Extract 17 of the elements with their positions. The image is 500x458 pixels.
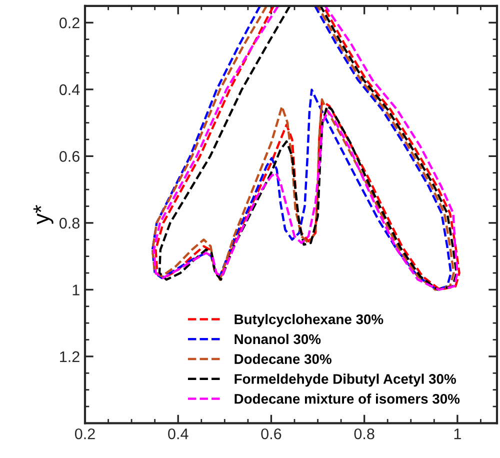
y-tick-label: 1.2 — [60, 351, 80, 362]
y-axis-title: y* — [33, 205, 54, 224]
x-tick-label: 1 — [454, 428, 461, 440]
legend-label: Dodecane 30% — [234, 354, 332, 364]
legend-label: Dodecane mixture of isomers 30% — [234, 394, 460, 404]
y-tick-label: 0.4 — [60, 84, 80, 96]
y-tick-label: 0.6 — [60, 151, 80, 162]
y-tick-label: 0.2 — [60, 18, 80, 28]
y-tick-label: 0.8 — [60, 218, 80, 229]
x-tick-label: 0.4 — [168, 428, 188, 440]
x-tick-label: 0.2 — [74, 428, 95, 440]
legend-label: Butylcyclohexane 30% — [234, 314, 384, 327]
x-tick-label: 0.8 — [354, 428, 374, 440]
legend-label: Nonanol 30% — [234, 334, 321, 344]
y-tick-label: 1 — [72, 284, 80, 296]
x-tick-label: 0.6 — [261, 428, 282, 440]
legend-label: Formeldehyde Dibutyl Acetyl 30% — [234, 374, 456, 387]
